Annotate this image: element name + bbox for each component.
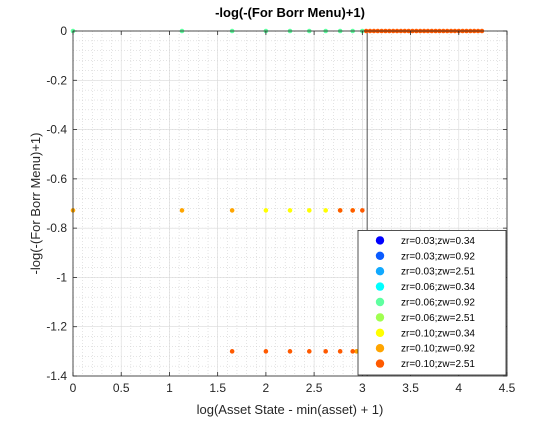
legend-marker	[375, 297, 385, 307]
data-point	[323, 208, 328, 213]
y-tick-label: -1.4	[46, 369, 67, 383]
legend-entry-label: zr=0.10;zw=0.34	[401, 328, 475, 339]
y-tick-labels: 0 -0.2 -0.4 -0.6 -0.8 -1 -1.2 -1.4	[46, 24, 67, 383]
data-point	[263, 208, 269, 213]
y-tick-label: -0.2	[46, 73, 67, 87]
y-tick-label: 0	[60, 24, 67, 38]
legend-marker	[375, 251, 385, 260]
x-tick-label: 2.5	[306, 381, 323, 395]
data-point	[306, 208, 312, 213]
x-tick-label: 2	[263, 381, 270, 395]
x-tick-label: 3	[359, 381, 366, 395]
data-point	[287, 208, 293, 213]
legend-marker	[375, 328, 385, 337]
legend-entry-label: zr=0.06;zw=0.34	[401, 282, 475, 293]
data-point	[229, 349, 235, 354]
y-tick-label: -1	[56, 270, 67, 284]
data-point	[360, 208, 365, 213]
data-point	[179, 208, 185, 213]
data-point	[229, 208, 235, 213]
legend-entry-label: zr=0.06;zw=0.92	[401, 298, 475, 309]
legend-marker	[375, 313, 385, 322]
x-tick-label: 1	[166, 381, 173, 395]
legend-entry-label: zr=0.10;zw=2.51	[401, 359, 475, 370]
axis-ticks	[72, 30, 508, 377]
x-tick-label: 4.5	[499, 381, 516, 395]
x-tick-label: 1.5	[209, 381, 226, 395]
legend-marker	[375, 282, 385, 291]
y-axis-label: -log(-(For Borr Menu)+1)	[28, 133, 43, 275]
data-point	[306, 349, 312, 354]
plot-frame	[72, 30, 508, 377]
legend-entry-label: zr=0.03;zw=0.34	[401, 236, 475, 247]
legend-entry-label: zr=0.03;zw=0.92	[401, 251, 475, 262]
legend-marker	[375, 236, 385, 245]
data-point	[350, 349, 355, 354]
x-tick-label: 3.5	[402, 381, 419, 395]
y-tick-label: -0.6	[46, 172, 67, 186]
x-axis-label: log(Asset State - min(asset) + 1)	[197, 402, 384, 417]
legend-marker	[375, 344, 385, 353]
legend-marker	[375, 267, 385, 276]
y-tick-label: -0.8	[46, 221, 67, 235]
legend-entry-label: zr=0.10;zw=0.92	[401, 344, 475, 355]
x-tick-labels: 0 0.5 1 1.5 2 2.5 3 3.5 4 4.5	[70, 381, 516, 395]
x-tick-label: 4	[455, 381, 462, 395]
data-point	[350, 208, 355, 213]
data-point	[337, 208, 343, 213]
legend-marker	[375, 359, 385, 368]
data-point	[323, 349, 328, 354]
legend-entry-label: zr=0.03;zw=2.51	[401, 267, 475, 278]
y-tick-label: -1.2	[46, 320, 67, 334]
x-tick-label: 0.5	[113, 381, 130, 395]
data-point	[287, 349, 293, 354]
legend-entry-label: zr=0.06;zw=2.51	[401, 313, 475, 324]
legend: zr=0.03;zw=0.34 zr=0.03;zw=0.92 zr=0.03;zw…	[357, 229, 507, 376]
y-tick-label: -0.4	[46, 123, 67, 137]
chart-title: -log(-(For Borr Menu)+1)	[215, 5, 365, 20]
data-point	[263, 349, 269, 354]
data-point	[337, 349, 343, 354]
x-tick-label: 0	[70, 381, 77, 395]
